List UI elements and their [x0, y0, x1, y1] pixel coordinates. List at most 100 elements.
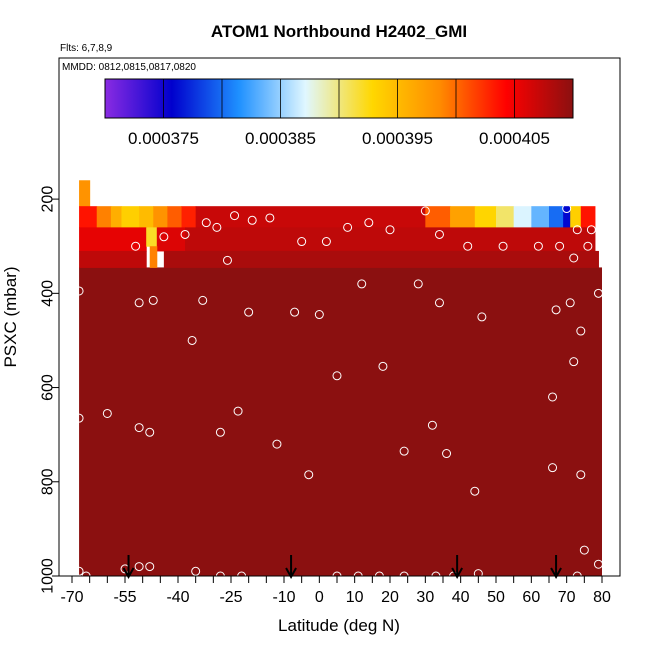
x-tick-label: -25: [219, 589, 242, 606]
observation-point: [583, 241, 593, 251]
chart-title: ATOM1 Northbound H2402_GMI: [211, 22, 467, 41]
x-tick-label: 20: [381, 589, 399, 606]
field-cell: [563, 206, 571, 228]
field-cell: [185, 227, 596, 252]
y-axis-label: PSXC (mbar): [1, 266, 20, 367]
x-tick-label: 10: [346, 589, 364, 606]
field-background: [79, 267, 603, 576]
observation-point: [576, 326, 586, 336]
observation-point: [569, 253, 579, 263]
field-cell: [153, 206, 168, 228]
observation-point: [562, 204, 572, 214]
observation-point: [272, 439, 282, 449]
field-cell: [450, 206, 476, 228]
field-cell: [96, 206, 112, 228]
observation-point: [463, 241, 473, 251]
observation-point: [102, 408, 112, 418]
field-cell: [163, 250, 599, 268]
field-cell: [580, 206, 596, 228]
field-cell: [79, 250, 147, 268]
field-cell: [79, 180, 91, 207]
field-cell: [570, 206, 582, 228]
observation-point: [314, 310, 324, 320]
x-tick-label: 50: [487, 589, 505, 606]
observation-point: [201, 218, 211, 228]
colorbar-dividers: [163, 79, 515, 118]
y-tick-label: 1000: [40, 558, 57, 594]
field-cell: [496, 206, 515, 228]
observation-point: [498, 241, 508, 251]
observation-point: [332, 371, 342, 381]
flights-annotation: Flts: 6,7,8,9: [60, 43, 113, 54]
observation-point: [420, 206, 430, 216]
field-cell: [531, 206, 550, 228]
observation-point: [593, 559, 603, 569]
x-tick-label: 30: [416, 589, 434, 606]
y-axis-ticks: 200 400 600 800 1000: [40, 186, 59, 594]
x-tick-label: -70: [60, 589, 83, 606]
field-cell: [549, 206, 564, 228]
observation-point: [565, 298, 575, 308]
observation-point: [198, 295, 208, 305]
colorbar-tick-label: 0.000385: [245, 129, 316, 148]
observation-point: [131, 241, 141, 251]
flight-arrow: [122, 555, 135, 580]
observation-markers: [74, 204, 603, 581]
colorbar-tick-label: 0.000375: [128, 129, 199, 148]
observation-point: [290, 307, 300, 317]
y-tick-label: 800: [40, 468, 57, 495]
y-tick-label: 200: [40, 186, 57, 213]
observation-point: [321, 237, 331, 247]
x-tick-label: -10: [272, 589, 295, 606]
field-cell: [195, 206, 426, 228]
observation-point: [180, 229, 190, 239]
observation-point: [548, 463, 558, 473]
x-tick-label: 0: [315, 589, 324, 606]
observation-point: [265, 213, 275, 223]
field-cell: [139, 206, 154, 228]
observation-point: [74, 566, 84, 576]
observation-point: [134, 423, 144, 433]
observation-point: [470, 486, 480, 496]
observation-point: [399, 446, 409, 456]
observation-point: [434, 298, 444, 308]
observation-point: [533, 241, 543, 251]
x-tick-label: 60: [522, 589, 540, 606]
field-cell: [79, 227, 147, 252]
observation-point: [145, 427, 155, 437]
observation-point: [579, 545, 589, 555]
observation-point: [212, 222, 222, 232]
observation-point: [555, 241, 565, 251]
colorbar-frame: [104, 78, 574, 119]
observation-point: [343, 222, 353, 232]
observation-point: [427, 420, 437, 430]
field-cell: [110, 206, 122, 228]
observation-point: [233, 406, 243, 416]
observation-point: [74, 413, 84, 423]
observation-point: [297, 237, 307, 247]
observation-point: [548, 392, 558, 402]
observation-point: [569, 357, 579, 367]
observation-point: [434, 229, 444, 239]
colorbar-tick-label: 0.000405: [479, 129, 550, 148]
observation-point: [191, 566, 201, 576]
field-cell: [146, 227, 158, 247]
x-tick-label: 40: [452, 589, 470, 606]
observation-point: [134, 298, 144, 308]
field-cell: [149, 246, 158, 268]
observation-point: [244, 307, 254, 317]
field-cell: [513, 206, 532, 228]
observation-point: [304, 470, 314, 480]
observation-point: [586, 225, 596, 235]
x-tick-label: 70: [558, 589, 576, 606]
observation-point: [247, 215, 257, 225]
x-axis-label: Latitude (deg N): [278, 616, 400, 635]
concentration-field: [79, 180, 603, 576]
colorbar-tick-label: 0.000395: [362, 129, 433, 148]
observation-point: [74, 286, 84, 296]
field-cell: [79, 206, 98, 228]
observation-point: [222, 255, 232, 265]
y-tick-label: 400: [40, 280, 57, 307]
observation-point: [378, 361, 388, 371]
observation-point: [148, 295, 158, 305]
